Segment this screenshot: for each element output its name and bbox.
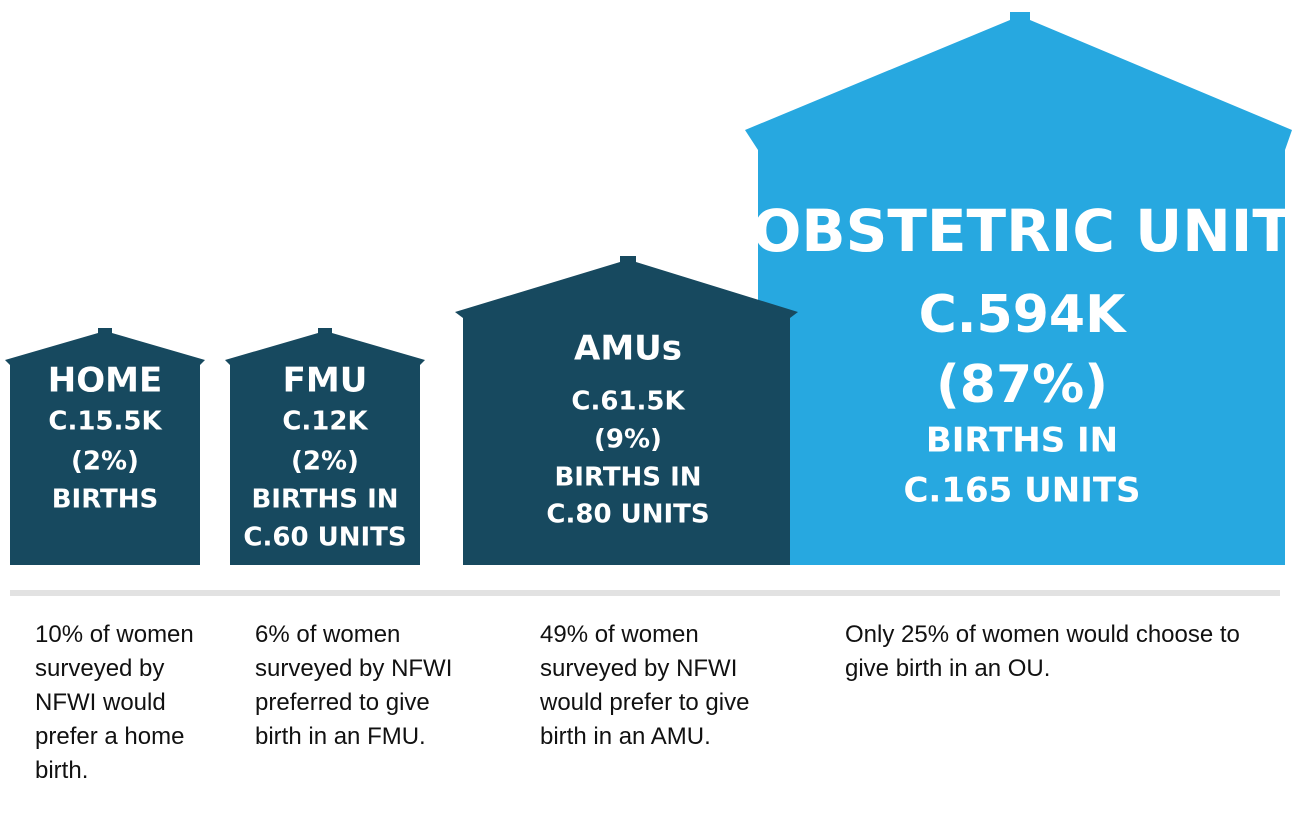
house-title: AMUs <box>574 329 682 369</box>
home-house <box>5 328 205 565</box>
survey-note: 10% of women surveyed by NFWI would pref… <box>35 621 194 784</box>
house-stat: (9%) <box>594 425 662 455</box>
house-stat: BIRTHS IN <box>554 463 701 493</box>
house-stat: C.15.5K <box>48 407 162 437</box>
house-stat: BIRTHS IN <box>926 421 1118 461</box>
house-stat: (87%) <box>936 355 1108 415</box>
house-title: FMU <box>283 361 368 401</box>
house-stat: C.61.5K <box>571 387 685 417</box>
house-title: OBSTETRIC UNIT <box>752 197 1292 265</box>
fmu-house <box>225 328 425 565</box>
house-stat: BIRTHS <box>52 485 159 515</box>
house-stat: C.12K <box>282 407 368 437</box>
amu-house <box>455 256 798 565</box>
house-stat: C.165 UNITS <box>903 471 1140 511</box>
house-stat: BIRTHS IN <box>251 485 398 515</box>
house-stat: C.80 UNITS <box>546 500 709 530</box>
house-stat: C.594K <box>919 285 1127 345</box>
survey-note: Only 25% of women would choose to give b… <box>845 621 1240 682</box>
house-stat: C.60 UNITS <box>243 523 406 553</box>
survey-note: 6% of women surveyed by NFWI preferred t… <box>255 621 453 750</box>
house-stat: (2%) <box>71 447 139 477</box>
survey-note: 49% of women surveyed by NFWI would pref… <box>540 621 750 750</box>
house-title: HOME <box>48 361 162 401</box>
ou-house <box>745 12 1292 565</box>
house-stat: (2%) <box>291 447 359 477</box>
divider <box>10 590 1280 596</box>
house-shapes <box>5 12 1292 596</box>
